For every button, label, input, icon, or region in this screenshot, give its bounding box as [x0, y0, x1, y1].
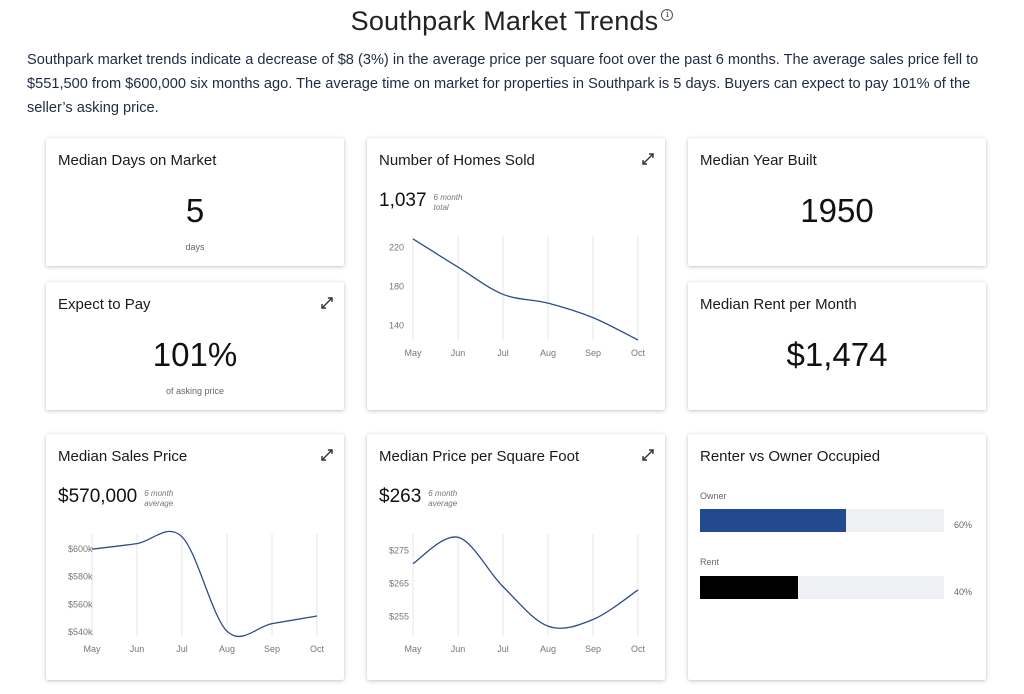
- rent-value: $1,474: [786, 336, 888, 373]
- series-line: [91, 530, 318, 638]
- x-tick-label: Jul: [176, 644, 188, 654]
- owner-bar: [700, 509, 847, 532]
- rent-bar: [700, 576, 798, 599]
- y-tick-label: 220: [389, 243, 404, 253]
- rent-card: Median Rent per Month $1,474: [688, 282, 986, 410]
- x-tick-label: Sep: [264, 644, 280, 654]
- x-tick-label: Jul: [497, 644, 509, 654]
- x-tick-label: Oct: [310, 644, 325, 654]
- x-tick-label: Aug: [219, 644, 235, 654]
- expand-icon[interactable]: [641, 152, 655, 166]
- rent-label: Rent: [700, 557, 720, 567]
- homes-sold-value: 1,037: [379, 190, 427, 211]
- expand-icon[interactable]: [641, 448, 655, 462]
- y-tick-label: $275: [389, 545, 409, 555]
- x-tick-label: May: [404, 644, 422, 654]
- card-title: Renter vs Owner Occupied: [700, 448, 881, 465]
- owner-percent: 60%: [953, 520, 972, 530]
- homes-sold-chart: 140 180 220 May Jun Jul Aug Sep Oct: [389, 236, 646, 358]
- price-sqft-card: Median Price per Square Foot $263 6 mont…: [367, 434, 665, 680]
- expect-to-pay-card: Expect to Pay 101% of asking price: [46, 282, 344, 410]
- x-tick-label: Oct: [631, 644, 646, 654]
- series-line: [412, 238, 639, 341]
- note-line: 6 month: [433, 193, 463, 202]
- homes-sold-note: 6 month total: [434, 193, 463, 213]
- card-title: Expect to Pay: [58, 296, 151, 313]
- owner-bar-track: [700, 509, 944, 532]
- rent-percent: 40%: [953, 587, 972, 597]
- homes-sold-stat: 1,037 6 month total: [379, 190, 462, 213]
- days-on-market-card: Median Days on Market 5 days: [46, 138, 344, 266]
- x-tick-label: Oct: [631, 348, 646, 358]
- x-tick-label: May: [404, 348, 422, 358]
- x-tick-label: Jul: [497, 348, 509, 358]
- x-tick-label: Jun: [451, 644, 466, 654]
- card-title: Median Year Built: [700, 152, 817, 169]
- days-on-market-value: 5: [185, 192, 205, 229]
- x-tick-label: Jun: [451, 348, 466, 358]
- card-title: Median Days on Market: [58, 152, 217, 169]
- info-icon[interactable]: i: [661, 9, 674, 21]
- x-tick-label: Sep: [585, 644, 601, 654]
- y-tick-label: $580k: [68, 572, 93, 582]
- rent-bar-track: [700, 576, 944, 599]
- asking-price-label: of asking price: [165, 386, 225, 396]
- note-line: total: [433, 203, 449, 212]
- x-tick-label: Aug: [540, 644, 556, 654]
- sales-price-card: Median Sales Price $570,000 6 month avera…: [46, 434, 344, 680]
- page-title: Southpark Market Trends i: [0, 6, 1024, 37]
- y-tick-label: $540k: [68, 627, 93, 637]
- price-sqft-stat: $263 6 month average: [379, 486, 457, 509]
- occupancy-card: Renter vs Owner Occupied Owner 60% Rent …: [688, 434, 986, 680]
- days-unit-label: days: [185, 242, 205, 252]
- price-sqft-chart: $255 $265 $275 May Jun Jul Aug Sep Oct: [389, 534, 646, 654]
- owner-label: Owner: [700, 491, 727, 501]
- price-sqft-value: $263: [379, 486, 422, 507]
- y-tick-label: $560k: [68, 599, 93, 609]
- note-line: 6 month: [428, 489, 458, 498]
- x-tick-label: Jun: [130, 644, 145, 654]
- sales-price-note: 6 month average: [144, 489, 173, 509]
- sales-price-stat: $570,000 6 month average: [58, 486, 173, 509]
- x-tick-label: May: [83, 644, 101, 654]
- y-tick-label: 180: [389, 282, 404, 292]
- sales-price-value: $570,000: [58, 486, 138, 507]
- price-sqft-note: 6 month average: [428, 489, 457, 509]
- y-tick-label: $265: [389, 578, 409, 588]
- y-tick-label: 140: [389, 320, 404, 330]
- note-line: average: [144, 499, 174, 508]
- card-title: Number of Homes Sold: [379, 152, 535, 169]
- expand-icon[interactable]: [320, 448, 334, 462]
- note-line: 6 month: [144, 489, 174, 498]
- x-tick-label: Aug: [540, 348, 556, 358]
- homes-sold-card: Number of Homes Sold 1,037 6 month total …: [367, 138, 665, 410]
- page-title-text: Southpark Market Trends: [350, 6, 659, 36]
- sales-price-chart: $540k $560k $580k $600k May Jun Jul Aug Sep Oct: [68, 530, 325, 654]
- market-summary: Southpark market trends indicate a decre…: [27, 52, 979, 116]
- card-title: Median Price per Square Foot: [379, 448, 580, 465]
- card-title: Median Sales Price: [58, 448, 188, 465]
- y-tick-label: $600k: [68, 544, 93, 554]
- year-built-card: Median Year Built 1950: [688, 138, 986, 266]
- note-line: average: [428, 499, 458, 508]
- x-tick-label: Sep: [585, 348, 601, 358]
- y-tick-label: $255: [389, 611, 409, 621]
- series-line: [412, 536, 639, 629]
- year-built-value: 1950: [800, 192, 874, 229]
- card-title: Median Rent per Month: [700, 296, 857, 313]
- expand-icon[interactable]: [320, 296, 334, 310]
- expect-to-pay-value: 101%: [152, 336, 238, 373]
